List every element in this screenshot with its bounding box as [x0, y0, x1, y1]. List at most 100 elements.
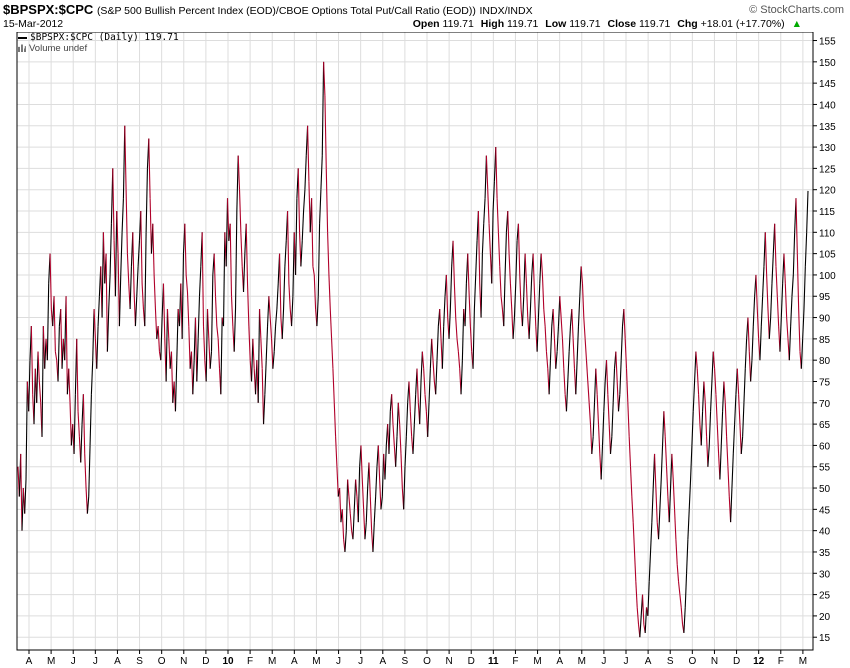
price-segment	[660, 445, 664, 480]
price-segment	[325, 168, 329, 233]
price-segment	[345, 479, 349, 531]
x-tick-label: A	[291, 656, 298, 667]
price-segment	[575, 360, 578, 395]
price-segment	[694, 351, 697, 382]
price-segment	[132, 232, 135, 292]
price-segment	[796, 253, 800, 310]
price-segment	[76, 338, 79, 412]
x-tick-label: J	[336, 656, 341, 667]
price-segment	[500, 296, 503, 310]
symbol-line: $BPSPX:$CPC (S&P 500 Bullish Percent Ind…	[3, 2, 533, 17]
price-segment	[308, 181, 311, 233]
price-segment	[629, 466, 633, 497]
price-segment	[612, 368, 616, 403]
open-label: Open	[412, 18, 440, 30]
price-segment	[295, 198, 298, 275]
price-segment	[196, 338, 199, 382]
price-segment	[671, 453, 674, 480]
price-segment	[487, 189, 490, 224]
price-segment	[129, 266, 132, 310]
price-segment	[597, 424, 601, 454]
price-segment	[549, 326, 553, 361]
price-segment	[710, 381, 713, 412]
price-segment	[248, 326, 251, 361]
y-tick-label: 120	[819, 186, 836, 197]
price-segment	[649, 522, 653, 552]
price-segment	[675, 539, 678, 565]
price-segment	[589, 424, 593, 454]
price-segment	[747, 317, 750, 352]
price-segment	[504, 232, 507, 275]
exchange: INDX/INDX	[479, 5, 533, 17]
price-segment	[30, 326, 34, 395]
price-segment	[205, 309, 209, 382]
price-segment	[192, 360, 195, 395]
price-segment	[540, 253, 543, 275]
price-segment	[108, 274, 111, 310]
price-segment	[270, 338, 274, 369]
y-tick-label: 140	[819, 100, 836, 111]
price-segment	[742, 402, 745, 437]
price-chart[interactable]: 15 20 25 30 35 40 45 50 55 60 65 70 75 80 85 90 95 100 105…	[0, 32, 850, 668]
y-tick-label: 95	[819, 292, 831, 303]
price-segment	[708, 411, 712, 446]
price-segment	[396, 402, 399, 437]
price-segment	[369, 496, 373, 531]
price-segment	[157, 326, 161, 352]
price-segment	[257, 309, 261, 403]
price-segment	[672, 479, 676, 510]
price-segment	[54, 351, 58, 361]
price-segment	[743, 368, 746, 403]
price-segment	[608, 424, 612, 454]
x-tick-label: O	[688, 656, 696, 667]
price-segment	[236, 155, 239, 212]
legend-series-label: $BPSPX:$CPC (Daily) 119.71	[30, 32, 179, 43]
price-segment	[276, 283, 279, 310]
price-segment	[601, 411, 605, 446]
price-segment	[404, 436, 407, 467]
price-segment	[348, 496, 351, 514]
price-segment	[329, 309, 333, 339]
price-segment	[105, 253, 108, 352]
price-segment	[623, 309, 626, 339]
price-segment	[412, 424, 415, 454]
price-segment	[775, 266, 778, 297]
price-segment	[124, 125, 127, 190]
price-segment	[583, 317, 586, 339]
price-segment	[194, 317, 198, 382]
y-tick-label: 80	[819, 356, 831, 367]
price-segment	[435, 360, 438, 395]
price-segment	[301, 210, 305, 241]
price-segment	[102, 232, 106, 284]
price-segment	[421, 351, 425, 369]
price-segment	[120, 232, 123, 275]
price-segment	[580, 266, 584, 284]
price-segment	[579, 266, 582, 297]
y-tick-label: 150	[819, 58, 836, 69]
x-tick-label: D	[468, 656, 475, 667]
price-segment	[572, 338, 576, 369]
x-tick-label: 10	[222, 656, 234, 667]
price-segment	[515, 240, 518, 284]
price-segment	[97, 296, 100, 327]
price-segment	[141, 283, 144, 310]
price-segment	[148, 138, 151, 199]
price-segment	[73, 394, 76, 454]
price-segment	[695, 351, 698, 369]
price-segment	[730, 488, 733, 523]
y-tick-label: 55	[819, 463, 831, 474]
x-tick-label: M	[578, 656, 586, 667]
price-segment	[198, 266, 202, 297]
price-segment	[416, 368, 419, 403]
price-segment	[312, 266, 315, 276]
legend-swatch	[18, 36, 27, 39]
price-segment	[678, 581, 681, 595]
price-segment	[664, 436, 668, 467]
price-segment	[145, 168, 148, 233]
price-segment	[21, 488, 24, 531]
price-segment	[300, 240, 303, 267]
brand-logo[interactable]: © StockCharts.com	[749, 4, 844, 16]
price-segment	[20, 453, 23, 531]
price-segment	[352, 509, 355, 540]
price-segment	[60, 309, 63, 369]
